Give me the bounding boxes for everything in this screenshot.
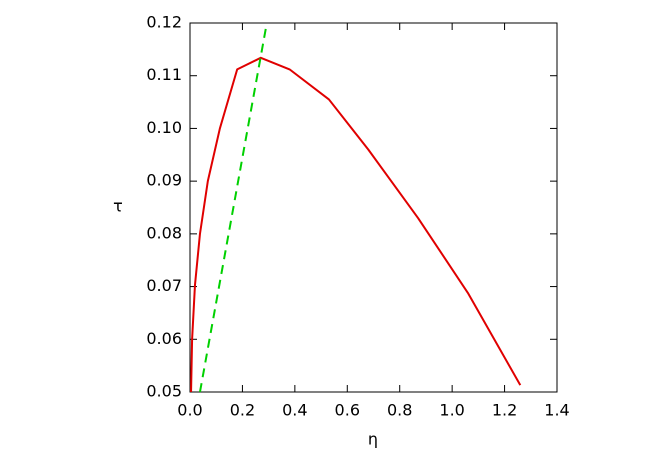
y-axis-label: τ: [113, 197, 123, 216]
y-tick-label: 0.12: [146, 13, 182, 32]
x-tick-label: 1.0: [439, 401, 464, 420]
x-tick-label: 0.4: [282, 401, 307, 420]
y-tick-label: 0.07: [146, 276, 182, 295]
x-tick-label: 0.0: [177, 401, 202, 420]
y-tick-label: 0.10: [146, 118, 182, 137]
x-tick-label: 1.4: [544, 401, 569, 420]
y-tick-label: 0.05: [146, 382, 182, 401]
x-tick-label: 0.8: [387, 401, 412, 420]
series-line: [190, 56, 522, 393]
y-tick-label: 0.11: [146, 65, 182, 84]
y-tick-label: 0.09: [146, 171, 182, 190]
x-tick-label: 1.2: [492, 401, 517, 420]
x-tick-label: 0.6: [335, 401, 360, 420]
x-tick-label: 0.2: [230, 401, 255, 420]
series-line: [198, 22, 268, 393]
plot-frame: [189, 22, 558, 393]
y-tick-label: 0.08: [146, 223, 182, 242]
x-axis-label: η: [368, 430, 378, 449]
y-tick-label: 0.06: [146, 329, 182, 348]
